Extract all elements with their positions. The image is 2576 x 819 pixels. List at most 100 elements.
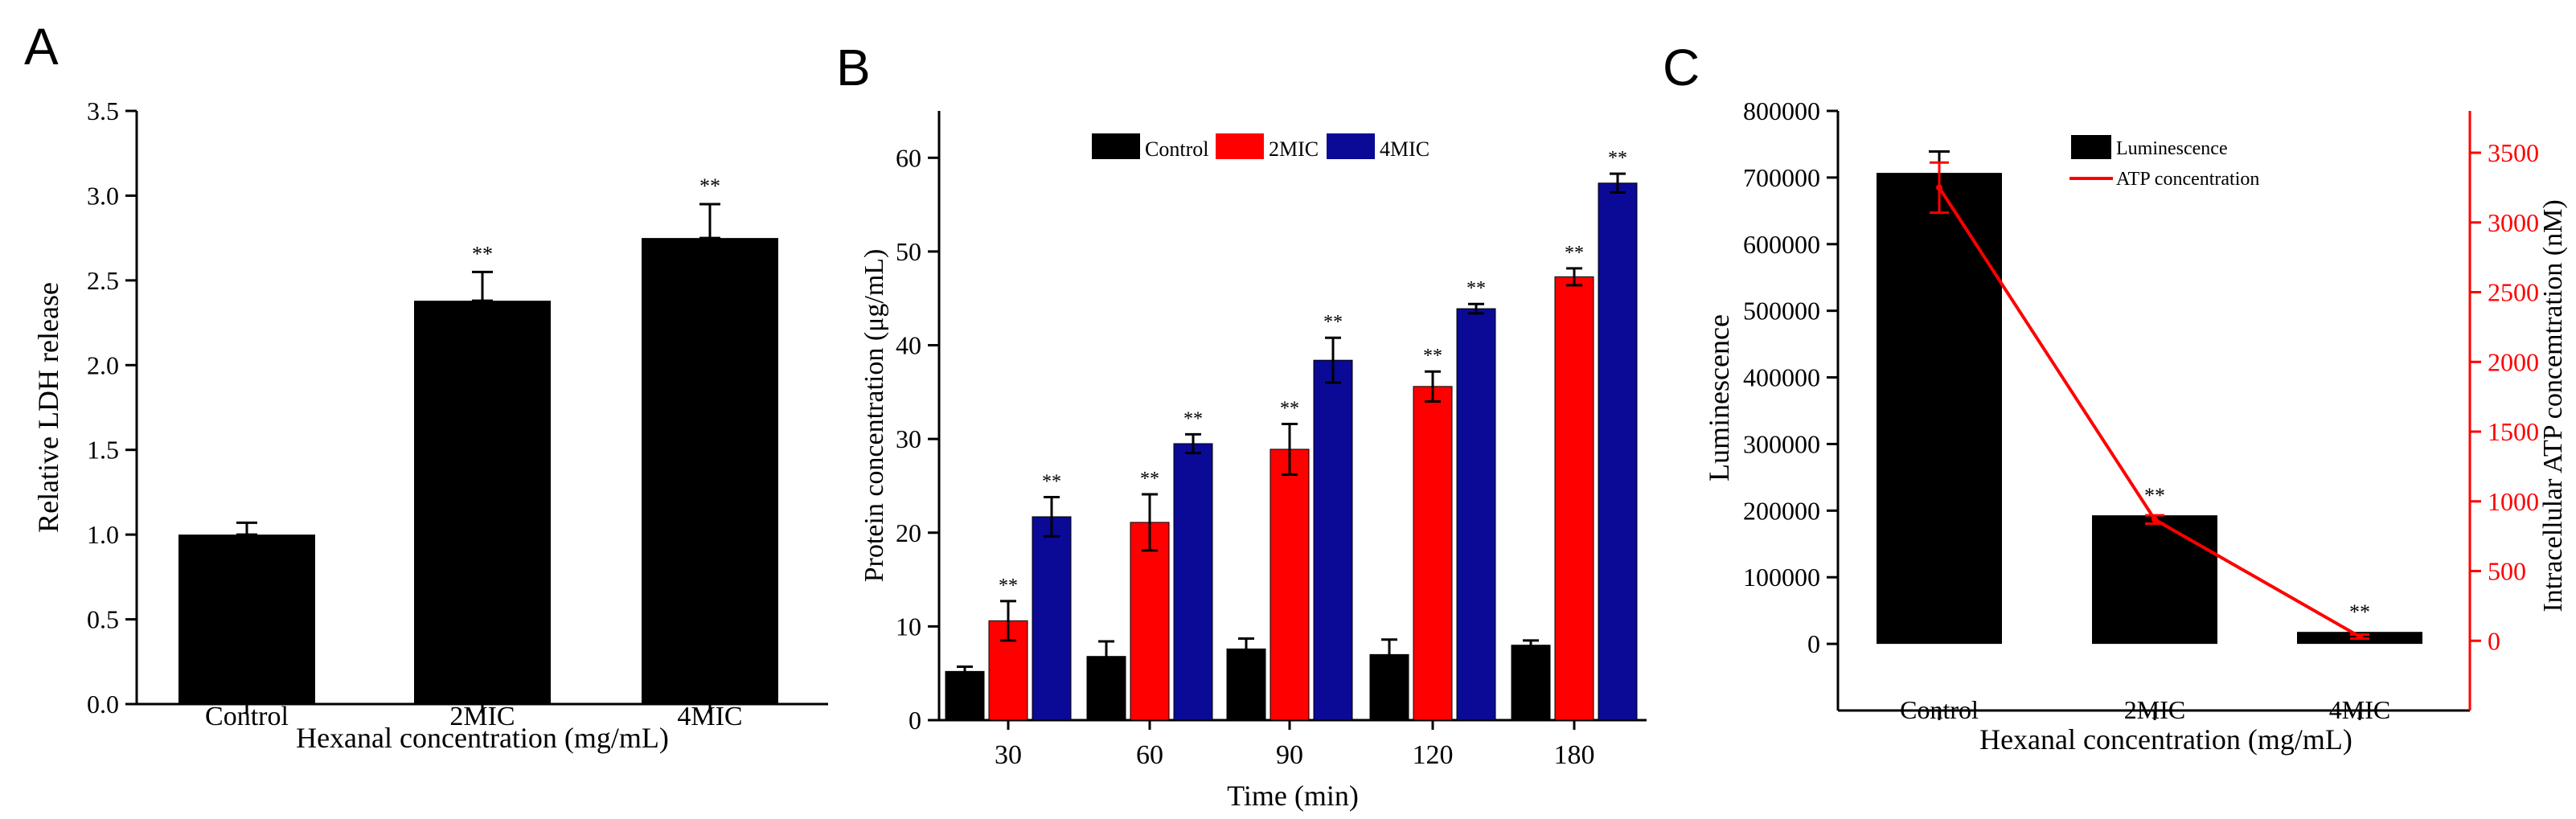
panel-b-significance-4mic-3: ** — [1466, 278, 1486, 299]
panel-c-y-ticks: 0 100000 200000 300000 400000 500000 600000 700… — [1743, 96, 1838, 658]
panel-c-legend-swatch-luminescence — [2071, 135, 2111, 159]
panel-c-y-tick-label-8: 800000 — [1743, 96, 1820, 125]
panel-b-bar-4mic-4 — [1598, 182, 1638, 721]
panel-b-bar-4mic-0 — [1032, 516, 1072, 721]
panel-c-y-tick-label-1: 100000 — [1743, 563, 1820, 592]
panel-c-atp-point-0 — [1936, 184, 1942, 191]
panel-c-y2-tick-label-1: 500 — [2488, 557, 2526, 586]
panel-b-y-tick-label-3: 30 — [896, 424, 921, 453]
panel-b-legend-label-2mic: 2MIC — [1269, 137, 1319, 161]
panel-b-category-label-2: 90 — [1276, 740, 1303, 770]
panel-b-significance-2mic-0: ** — [999, 575, 1018, 596]
panel-c-y-tick-label-6: 600000 — [1743, 230, 1820, 259]
panel-a-y-ticks: 0.0 0.5 1.0 1.5 2.0 2.5 3.0 3.5 — [87, 96, 137, 719]
panel-c-significance-2: ** — [2349, 600, 2370, 624]
panel-b-y-tick-label-0: 0 — [909, 706, 921, 735]
panel-a-y-tick-label-4: 2.0 — [87, 350, 119, 379]
panel-a-category-label-0: Control — [205, 702, 289, 731]
panel-b-y-tick-label-1: 10 — [896, 612, 921, 641]
panel-a-category-label-1: 2MIC — [449, 702, 515, 731]
panel-a-bar-0 — [178, 534, 315, 704]
panel-b-legend-label-control: Control — [1145, 137, 1208, 161]
panel-c-y-tick-label-2: 200000 — [1743, 496, 1820, 525]
panel-a-y-tick-label-7: 3.5 — [87, 96, 119, 125]
panel-a-x-ticks: Control 2MIC 4MIC — [205, 702, 743, 731]
panel-b-bar-2mic-1 — [1130, 522, 1170, 721]
panel-b-bar-control-2 — [1226, 648, 1266, 721]
panel-c-bar-0 — [1877, 173, 2002, 645]
panel-b: B 0 10 20 30 40 50 60 ** ** ** ** ** ** ** ** ** ** 30 6… — [836, 39, 1647, 812]
panel-b-significance-2mic-3: ** — [1423, 346, 1442, 367]
panel-b-x-label: Time (min) — [1227, 780, 1359, 812]
panel-c-y-tick-label-5: 500000 — [1743, 297, 1820, 326]
panel-a-y-tick-label-3: 1.5 — [87, 436, 119, 465]
panel-b-significance-2mic-1: ** — [1140, 469, 1159, 489]
panel-c-legend-label-atp: ATP concentration — [2116, 169, 2259, 190]
panel-c-y2-tick-label-5: 2500 — [2488, 278, 2539, 307]
panel-a-bars: ** ** — [178, 174, 778, 705]
panel-c-x-label: Hexanal concentration (mg/mL) — [1979, 723, 2352, 756]
panel-c-y-tick-label-7: 700000 — [1743, 163, 1820, 192]
panel-b-significance-4mic-2: ** — [1323, 312, 1343, 333]
panel-b-bar-control-0 — [945, 670, 985, 721]
panel-b-x-ticks: 30 60 90 120 180 — [995, 720, 1595, 770]
panel-c-y2-tick-label-2: 1000 — [2488, 487, 2539, 516]
panel-b-bar-4mic-1 — [1173, 443, 1213, 721]
panel-c-atp-line — [1930, 161, 2369, 641]
panel-a-x-label: Hexanal concentration (mg/mL) — [296, 722, 669, 754]
panel-c-atp-point-1 — [2151, 516, 2158, 523]
panel-c-y2-label: Intracellular ATP concemtration (nM) — [2538, 199, 2568, 612]
panel-b-bar-4mic-2 — [1313, 359, 1353, 721]
panel-b-significance-2mic-2: ** — [1280, 398, 1299, 419]
panel-c-y-tick-label-4: 400000 — [1743, 363, 1820, 392]
panel-a-category-label-2: 4MIC — [677, 702, 742, 731]
panel-b-bar-control-4 — [1511, 645, 1551, 721]
panel-a-y-tick-label-2: 1.0 — [87, 520, 119, 549]
panel-a-y-tick-label-0: 0.0 — [87, 690, 119, 719]
panel-b-y-tick-label-2: 20 — [896, 518, 921, 547]
panel-a: A 0.0 0.5 1.0 1.5 2.0 2.5 3.0 3.5 ** ** Control 2… — [24, 18, 828, 754]
panel-a-bar-2 — [642, 238, 778, 705]
panel-a-bar-1 — [414, 301, 551, 704]
panel-a-y-tick-label-1: 0.5 — [87, 605, 119, 634]
panel-b-bars: ** ** ** ** ** ** ** ** ** ** — [945, 148, 1638, 721]
panel-c-category-label-1: 2MIC — [2124, 695, 2185, 724]
panel-a-label: A — [24, 18, 59, 76]
panel-b-bar-4mic-3 — [1456, 308, 1496, 721]
panel-c-y2-tick-label-6: 3000 — [2488, 208, 2539, 237]
panel-c-legend-label-luminescence: Luminescence — [2116, 138, 2228, 159]
panel-b-bar-2mic-3 — [1413, 386, 1453, 721]
panel-b-y-tick-label-4: 40 — [896, 331, 921, 360]
panel-b-bar-2mic-2 — [1270, 448, 1310, 721]
panel-a-y-label: Relative LDH release — [32, 282, 64, 533]
panel-b-y-ticks: 0 10 20 30 40 50 60 — [896, 143, 939, 735]
panel-c-atp-point-2 — [2357, 633, 2363, 641]
panel-c-y2-ticks: 0 500 1000 1500 2000 2500 3000 3500 — [2470, 138, 2539, 655]
panel-b-category-label-3: 120 — [1413, 740, 1454, 770]
panel-b-significance-4mic-1: ** — [1183, 408, 1203, 429]
panel-c-y-label: Luminescence — [1703, 314, 1735, 481]
panel-b-y-tick-label-5: 50 — [896, 237, 921, 266]
panel-b-legend-swatch-2mic — [1216, 133, 1264, 159]
panel-b-legend-swatch-control — [1092, 133, 1140, 159]
panel-c-y2-tick-label-3: 1500 — [2488, 417, 2539, 446]
panel-c-y-tick-label-3: 300000 — [1743, 429, 1820, 458]
panel-a-significance-1: ** — [472, 242, 493, 265]
panel-c-label: C — [1663, 39, 1700, 96]
panel-c-y-tick-label-0: 0 — [1807, 629, 1820, 658]
panel-b-y-tick-label-6: 60 — [896, 143, 921, 172]
panel-c-bar-1 — [2092, 515, 2217, 645]
panel-b-category-label-0: 30 — [995, 740, 1022, 770]
panel-b-legend-label-4mic: 4MIC — [1380, 137, 1430, 161]
panel-c-y2-tick-label-4: 2000 — [2488, 347, 2539, 376]
panel-c-bars: ** ** — [1877, 150, 2422, 645]
panel-a-y-tick-label-5: 2.5 — [87, 266, 119, 295]
panel-a-y-tick-label-6: 3.0 — [87, 181, 119, 210]
panel-c-category-label-2: 4MIC — [2329, 695, 2390, 724]
panel-b-y-label: Protein concentration (μg/mL) — [859, 249, 889, 583]
panel-c-legend: Luminescence ATP concentration — [2069, 135, 2259, 190]
panel-b-category-label-4: 180 — [1554, 740, 1595, 770]
panel-c-y2-tick-label-0: 0 — [2488, 626, 2500, 655]
panel-b-significance-4mic-4: ** — [1608, 148, 1627, 169]
panel-c-x-ticks: Control 2MIC 4MIC — [1900, 695, 2390, 724]
